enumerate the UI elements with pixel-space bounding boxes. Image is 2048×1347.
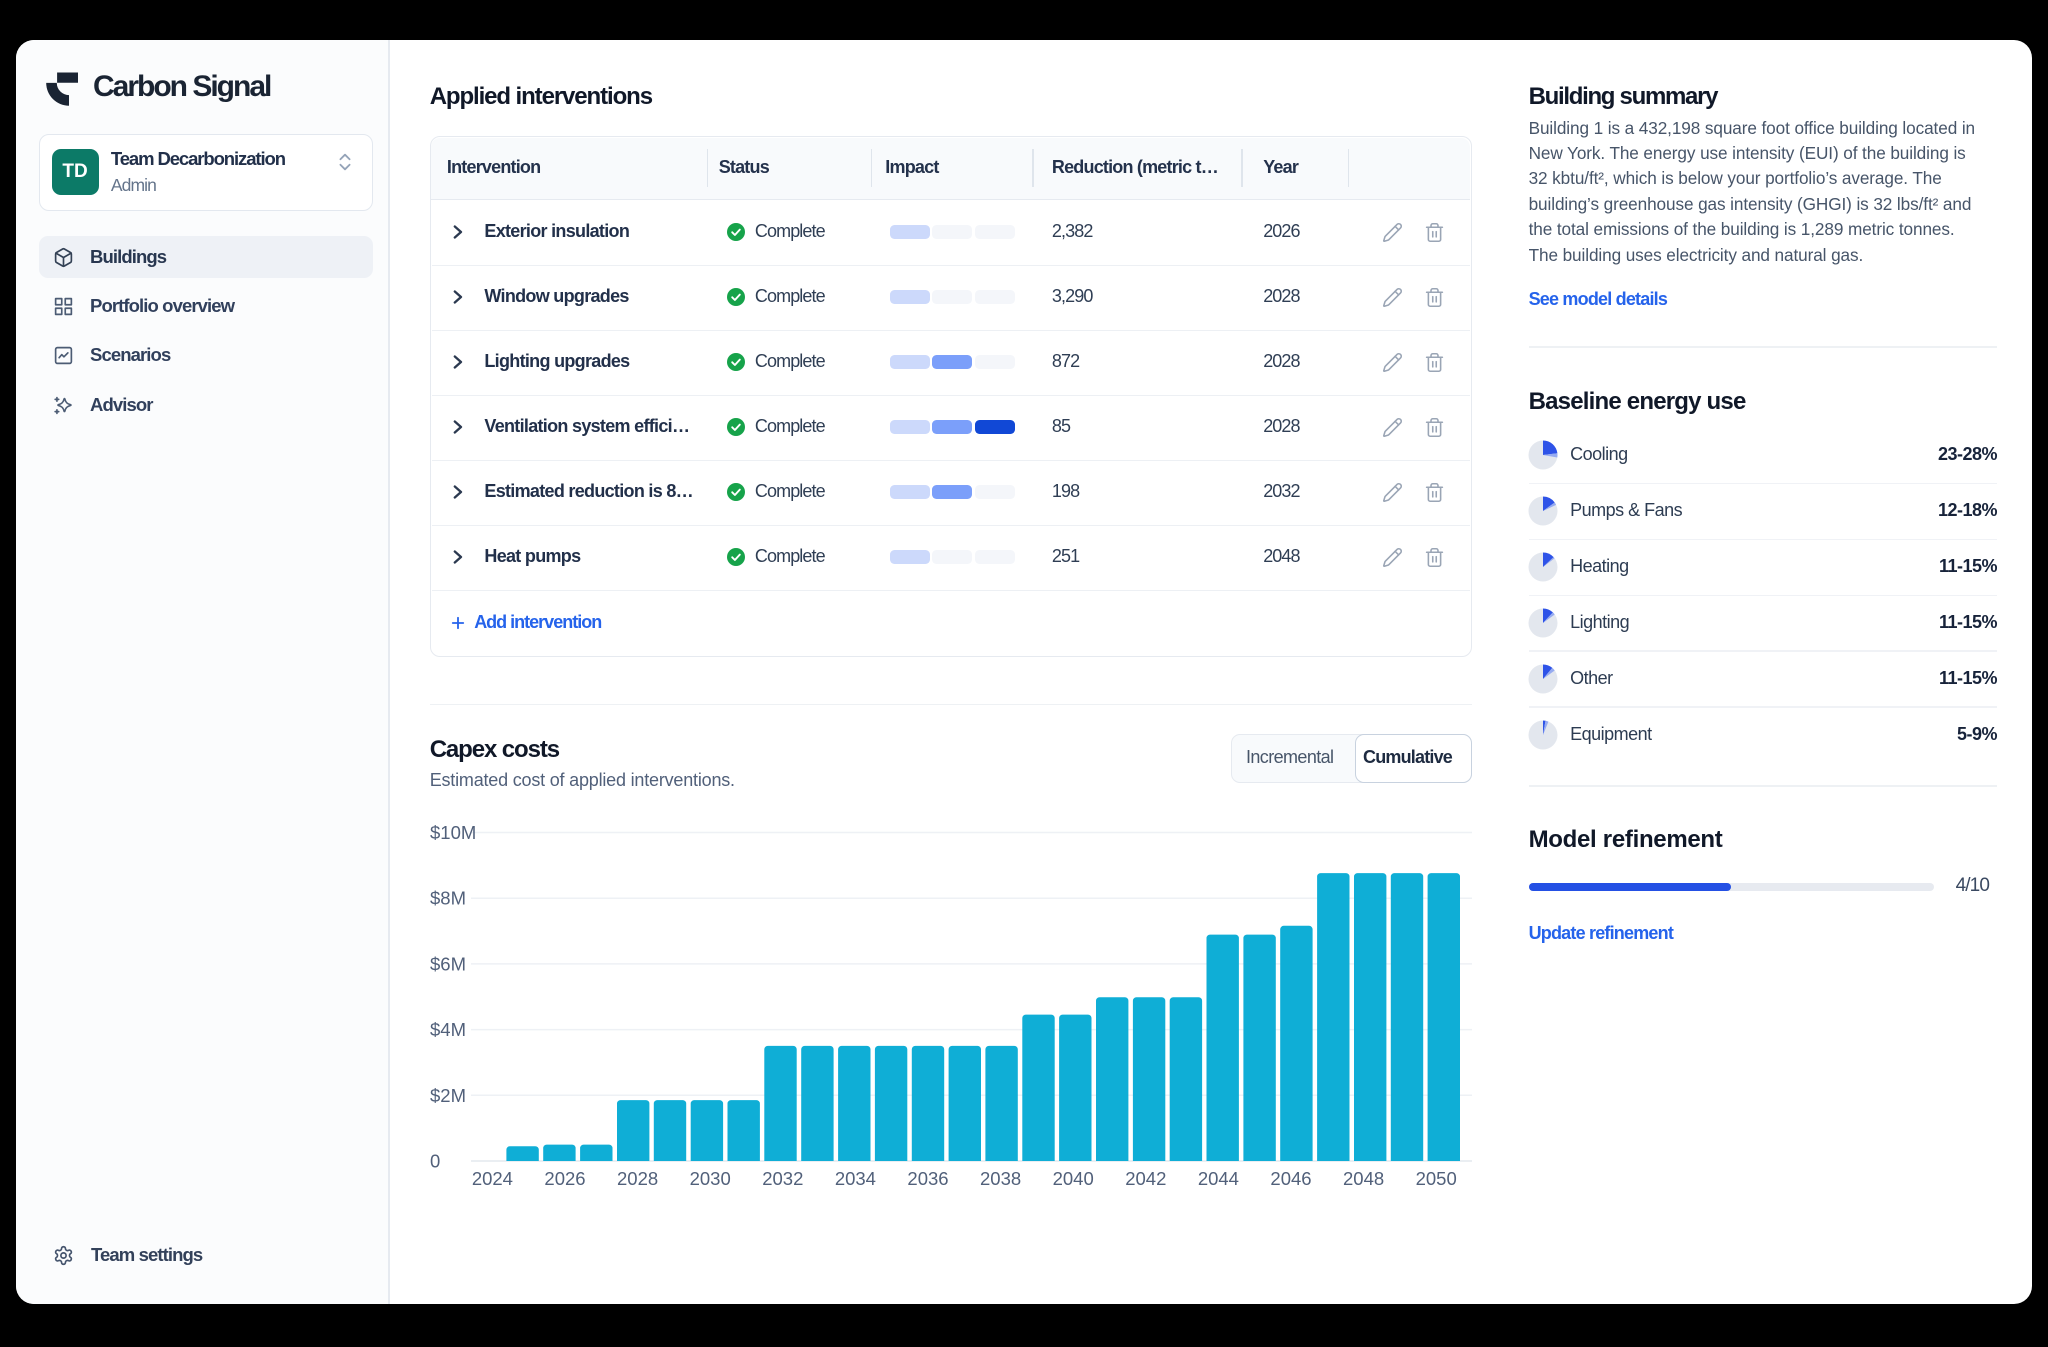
svg-text:2044: 2044 xyxy=(1198,1168,1239,1189)
svg-text:2026: 2026 xyxy=(544,1168,585,1189)
svg-text:2046: 2046 xyxy=(1270,1168,1311,1189)
svg-text:$10M: $10M xyxy=(430,822,476,843)
svg-text:0: 0 xyxy=(430,1151,440,1172)
svg-text:2034: 2034 xyxy=(835,1168,876,1189)
svg-text:$2M: $2M xyxy=(430,1085,466,1106)
svg-text:2032: 2032 xyxy=(762,1168,803,1189)
svg-text:$8M: $8M xyxy=(430,888,466,909)
svg-text:2028: 2028 xyxy=(617,1168,658,1189)
svg-text:$4M: $4M xyxy=(430,1019,466,1040)
svg-text:2040: 2040 xyxy=(1053,1168,1094,1189)
svg-text:2048: 2048 xyxy=(1343,1168,1384,1189)
svg-text:2038: 2038 xyxy=(980,1168,1021,1189)
svg-text:$6M: $6M xyxy=(430,953,466,974)
svg-text:2050: 2050 xyxy=(1416,1168,1457,1189)
svg-text:2024: 2024 xyxy=(472,1168,513,1189)
svg-text:2036: 2036 xyxy=(907,1168,948,1189)
svg-text:2030: 2030 xyxy=(690,1168,731,1189)
svg-text:2042: 2042 xyxy=(1125,1168,1166,1189)
